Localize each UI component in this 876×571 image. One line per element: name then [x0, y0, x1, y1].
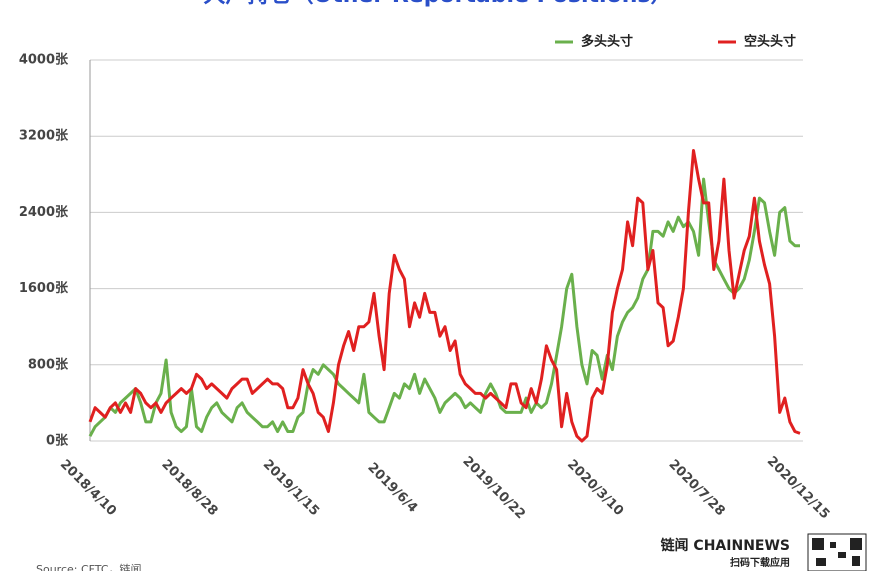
- x-tick-label: 2020/7/28: [666, 457, 728, 519]
- brand: 链闻 CHAINNEWS: [661, 537, 790, 554]
- x-tick-label: 2019/1/15: [260, 457, 322, 519]
- qr-code: [807, 533, 867, 571]
- y-tick-label: 0张: [46, 434, 69, 449]
- legend-label: 空头头寸: [744, 34, 796, 50]
- y-tick-label: 4000张: [19, 53, 69, 68]
- x-tick-label: 2019/6/4: [364, 460, 420, 516]
- chart-title: 大户持仓（Other Reportable Positions）: [204, 0, 673, 8]
- line-series: [88, 177, 800, 437]
- x-tick-label: 2020/12/15: [764, 454, 832, 522]
- y-tick-label: 2400张: [19, 205, 69, 220]
- legend-label: 多头头寸: [581, 34, 633, 50]
- source: Source: CFTC，链闻: [36, 562, 142, 571]
- x-tick-label: 2018/8/28: [158, 457, 220, 519]
- y-tick-label: 800张: [28, 357, 69, 372]
- line-series: [88, 149, 801, 443]
- x-tick-label: 2020/3/10: [564, 457, 626, 519]
- x-tick-label: 2018/4/10: [57, 457, 119, 519]
- x-tick-label: 2019/10/22: [459, 454, 527, 522]
- y-tick-label: 3200张: [19, 129, 69, 144]
- brand-sub: 扫码下载应用: [730, 556, 790, 569]
- y-tick-label: 1600张: [19, 281, 69, 296]
